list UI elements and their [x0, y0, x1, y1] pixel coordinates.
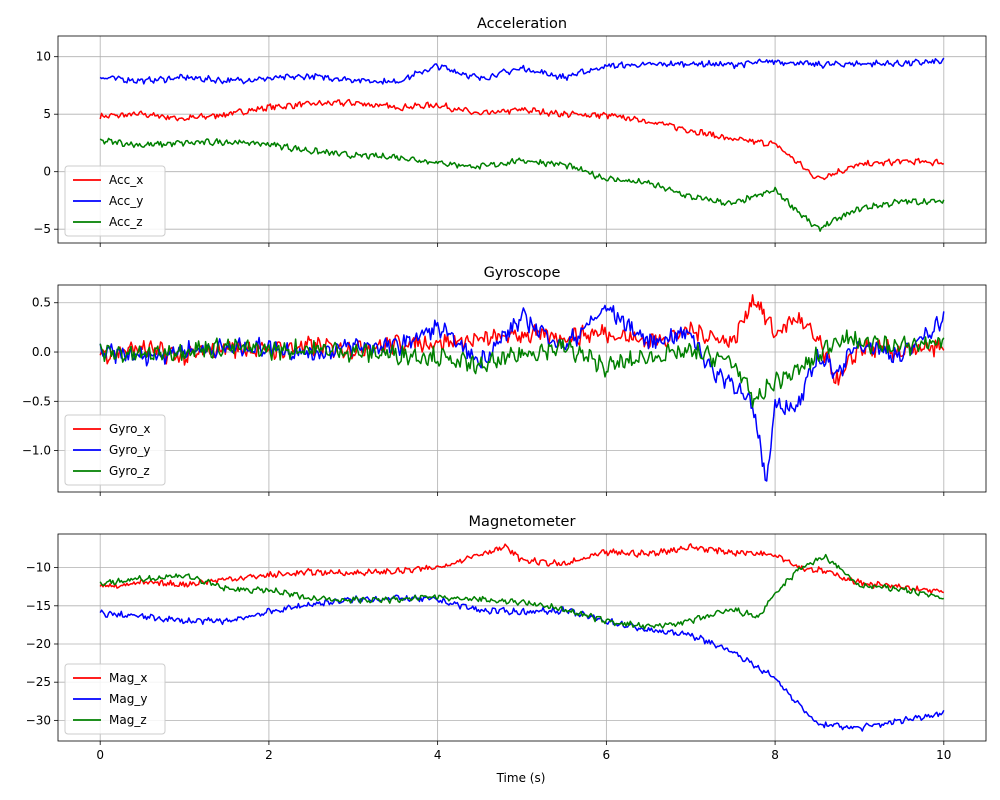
x-axis-label: Time (s) — [496, 771, 546, 785]
panel-1: −1.0−0.50.00.5GyroscopeGyro_xGyro_yGyro_… — [22, 265, 987, 496]
series-line-acc-x — [99, 98, 944, 181]
y-tick-label: −20 — [26, 637, 51, 651]
axes-frame — [57, 284, 987, 493]
series-line-gyro-x — [99, 294, 945, 386]
series-line-mag-x — [99, 543, 944, 595]
axes-frame — [57, 533, 987, 742]
legend-label: Mag_y — [109, 692, 147, 706]
y-tick-label: −30 — [26, 713, 51, 727]
y-tick-label: 0 — [43, 165, 51, 179]
series-line-mag-y — [99, 594, 945, 732]
chart-title: Acceleration — [477, 16, 567, 32]
legend-label: Acc_x — [109, 173, 143, 187]
legend-label: Gyro_x — [109, 422, 151, 436]
series-line-gyro-z — [99, 329, 945, 408]
y-tick-label: −0.5 — [22, 394, 51, 408]
x-tick-label: 8 — [771, 748, 779, 762]
legend-label: Acc_z — [109, 215, 143, 229]
x-tick-label: 0 — [96, 748, 104, 762]
panel-2: 0 2 4 6 8 10−30−25−20−15−10MagnetometerMag_xM… — [26, 514, 987, 762]
y-tick-label: −25 — [26, 675, 51, 689]
y-tick-label: −10 — [26, 561, 51, 575]
legend-label: Mag_z — [109, 713, 147, 727]
legend-label: Mag_x — [109, 671, 147, 685]
x-tick-label: 6 — [603, 748, 611, 762]
legend-box — [64, 414, 166, 486]
chart-title: Magnetometer — [469, 514, 576, 530]
series-line-acc-z — [99, 137, 945, 232]
legend: Gyro_x Gyro_y Gyro_z — [64, 414, 166, 486]
legend-label: Acc_y — [109, 194, 143, 208]
y-tick-label: −5 — [33, 222, 51, 236]
chart-title: Gyroscope — [484, 265, 561, 281]
y-tick-label: 10 — [36, 50, 51, 64]
legend: Acc_x Acc_y Acc_z — [64, 165, 166, 237]
y-tick-label: −15 — [26, 599, 51, 613]
legend-label: Gyro_y — [109, 443, 151, 457]
legend: Mag_x Mag_y Mag_z — [64, 663, 166, 735]
x-tick-label: 10 — [936, 748, 951, 762]
axes-frame — [57, 35, 987, 244]
x-tick-label: 2 — [265, 748, 273, 762]
y-tick-label: 5 — [43, 107, 51, 121]
y-tick-label: 0.5 — [32, 296, 51, 310]
y-tick-label: 0.0 — [32, 345, 51, 359]
series-line-acc-y — [99, 57, 945, 85]
legend-box — [64, 663, 166, 735]
legend-label: Gyro_z — [109, 464, 150, 478]
x-tick-label: 4 — [434, 748, 442, 762]
legend-box — [64, 165, 166, 237]
y-tick-label: −1.0 — [22, 444, 51, 458]
panel-0: −5 0 5 10 Acceleration Acc_x Acc_y Acc_z — [33, 16, 987, 247]
series-line-mag-z — [99, 553, 944, 630]
